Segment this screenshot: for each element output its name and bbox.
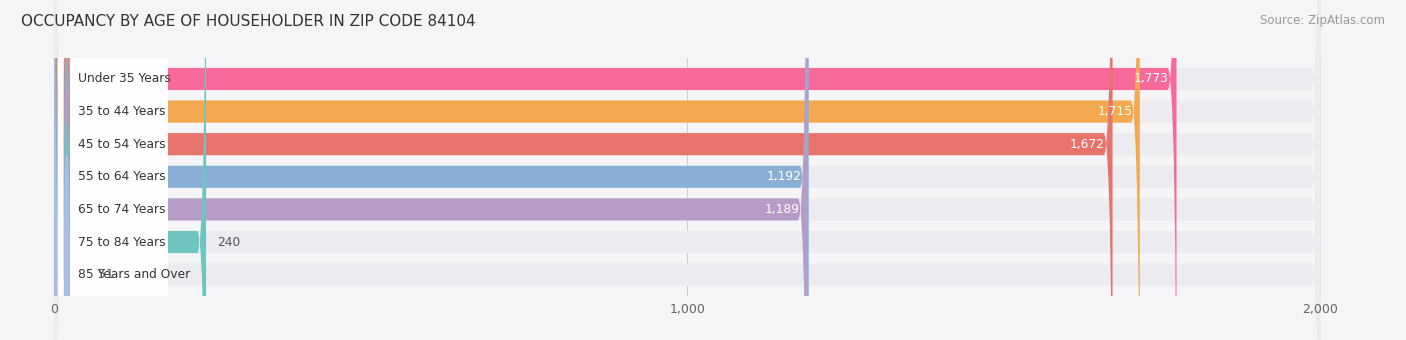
Text: 75 to 84 Years: 75 to 84 Years	[79, 236, 166, 249]
FancyBboxPatch shape	[58, 0, 167, 340]
Text: 1,715: 1,715	[1097, 105, 1132, 118]
FancyBboxPatch shape	[55, 0, 1320, 340]
Text: 45 to 54 Years: 45 to 54 Years	[79, 138, 166, 151]
Text: 1,192: 1,192	[766, 170, 801, 183]
FancyBboxPatch shape	[58, 0, 167, 340]
FancyBboxPatch shape	[58, 0, 167, 340]
Circle shape	[65, 25, 69, 264]
Text: 55 to 64 Years: 55 to 64 Years	[79, 170, 166, 183]
FancyBboxPatch shape	[58, 0, 167, 340]
Circle shape	[65, 155, 69, 340]
Text: 65 to 74 Years: 65 to 74 Years	[79, 203, 166, 216]
Text: 240: 240	[218, 236, 240, 249]
FancyBboxPatch shape	[55, 0, 86, 340]
Text: Under 35 Years: Under 35 Years	[79, 72, 172, 85]
Text: 35 to 44 Years: 35 to 44 Years	[79, 105, 166, 118]
Text: 1,189: 1,189	[765, 203, 799, 216]
FancyBboxPatch shape	[55, 0, 1320, 340]
Circle shape	[65, 123, 69, 340]
FancyBboxPatch shape	[55, 0, 1177, 340]
Circle shape	[65, 0, 69, 198]
FancyBboxPatch shape	[55, 0, 1140, 340]
FancyBboxPatch shape	[58, 0, 167, 340]
FancyBboxPatch shape	[55, 0, 1112, 340]
FancyBboxPatch shape	[55, 0, 808, 340]
Text: 85 Years and Over: 85 Years and Over	[79, 268, 190, 281]
Text: 1,773: 1,773	[1135, 72, 1168, 85]
FancyBboxPatch shape	[55, 0, 1320, 340]
Circle shape	[65, 57, 69, 296]
FancyBboxPatch shape	[58, 0, 167, 340]
Text: 1,672: 1,672	[1070, 138, 1105, 151]
FancyBboxPatch shape	[55, 0, 1320, 340]
Text: Source: ZipAtlas.com: Source: ZipAtlas.com	[1260, 14, 1385, 27]
Circle shape	[65, 90, 69, 329]
FancyBboxPatch shape	[55, 0, 1320, 340]
FancyBboxPatch shape	[55, 0, 807, 340]
Circle shape	[65, 0, 69, 231]
Text: 51: 51	[98, 268, 114, 281]
FancyBboxPatch shape	[55, 0, 207, 340]
FancyBboxPatch shape	[55, 0, 1320, 340]
Text: OCCUPANCY BY AGE OF HOUSEHOLDER IN ZIP CODE 84104: OCCUPANCY BY AGE OF HOUSEHOLDER IN ZIP C…	[21, 14, 475, 29]
FancyBboxPatch shape	[55, 0, 1320, 340]
FancyBboxPatch shape	[58, 0, 167, 340]
